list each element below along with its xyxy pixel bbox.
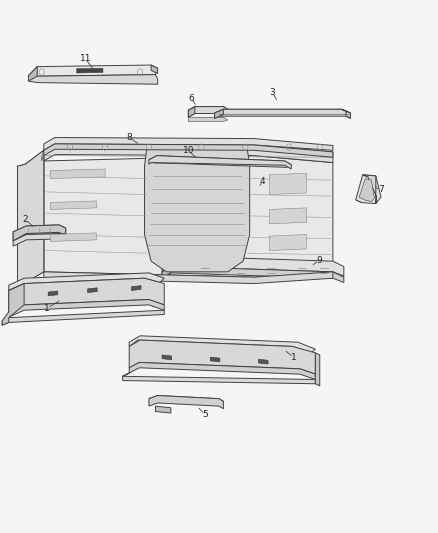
Text: 6: 6	[188, 94, 194, 102]
Polygon shape	[258, 359, 268, 364]
Polygon shape	[269, 235, 307, 251]
Polygon shape	[269, 173, 307, 195]
Polygon shape	[149, 395, 223, 409]
Polygon shape	[356, 175, 381, 204]
Polygon shape	[131, 286, 141, 290]
Polygon shape	[13, 225, 66, 241]
Polygon shape	[123, 376, 315, 384]
Polygon shape	[9, 278, 164, 312]
Text: 5: 5	[202, 410, 208, 419]
Polygon shape	[123, 362, 315, 379]
Polygon shape	[188, 107, 228, 117]
Polygon shape	[44, 144, 333, 157]
Polygon shape	[2, 300, 164, 321]
Polygon shape	[210, 357, 220, 362]
Polygon shape	[18, 161, 44, 282]
Polygon shape	[149, 395, 223, 403]
Polygon shape	[155, 406, 171, 413]
Text: 2: 2	[23, 215, 28, 224]
Polygon shape	[50, 169, 105, 179]
Polygon shape	[315, 353, 320, 386]
Polygon shape	[217, 184, 331, 193]
Polygon shape	[44, 144, 333, 163]
Polygon shape	[28, 75, 158, 84]
Polygon shape	[25, 150, 44, 175]
Polygon shape	[145, 145, 250, 272]
Polygon shape	[18, 164, 25, 177]
Polygon shape	[359, 179, 374, 201]
Polygon shape	[18, 150, 44, 282]
Text: 9: 9	[316, 256, 322, 264]
Polygon shape	[13, 225, 66, 241]
Text: 10: 10	[183, 146, 194, 155]
Polygon shape	[363, 175, 377, 204]
Polygon shape	[2, 284, 24, 325]
Polygon shape	[44, 138, 333, 150]
Text: 4: 4	[260, 177, 265, 185]
Text: 1: 1	[44, 304, 50, 312]
Polygon shape	[50, 233, 96, 241]
Text: 11: 11	[80, 54, 91, 63]
Polygon shape	[188, 117, 228, 122]
Text: 8: 8	[126, 133, 132, 142]
Polygon shape	[129, 340, 315, 374]
Polygon shape	[215, 109, 223, 118]
Polygon shape	[188, 107, 195, 117]
Polygon shape	[77, 68, 103, 73]
Text: 7: 7	[378, 185, 384, 194]
Text: 1: 1	[290, 353, 297, 361]
Polygon shape	[342, 109, 350, 118]
Polygon shape	[217, 184, 223, 193]
Polygon shape	[48, 291, 58, 296]
Polygon shape	[215, 109, 350, 118]
Polygon shape	[151, 65, 158, 74]
Polygon shape	[88, 288, 97, 293]
Polygon shape	[129, 336, 315, 353]
Polygon shape	[42, 150, 44, 161]
Polygon shape	[149, 156, 291, 169]
Polygon shape	[2, 310, 164, 325]
Polygon shape	[149, 156, 291, 167]
Polygon shape	[162, 256, 344, 276]
Polygon shape	[28, 65, 158, 76]
Polygon shape	[44, 156, 333, 277]
Polygon shape	[269, 208, 307, 224]
Polygon shape	[9, 273, 164, 290]
Polygon shape	[215, 109, 350, 115]
Polygon shape	[162, 266, 344, 282]
Polygon shape	[28, 67, 37, 81]
Polygon shape	[13, 233, 66, 246]
Polygon shape	[50, 201, 96, 209]
Polygon shape	[324, 184, 331, 193]
Polygon shape	[217, 184, 331, 190]
Polygon shape	[44, 272, 333, 284]
Polygon shape	[162, 355, 172, 360]
Text: 3: 3	[269, 88, 276, 97]
Polygon shape	[188, 107, 228, 113]
Polygon shape	[162, 266, 171, 278]
